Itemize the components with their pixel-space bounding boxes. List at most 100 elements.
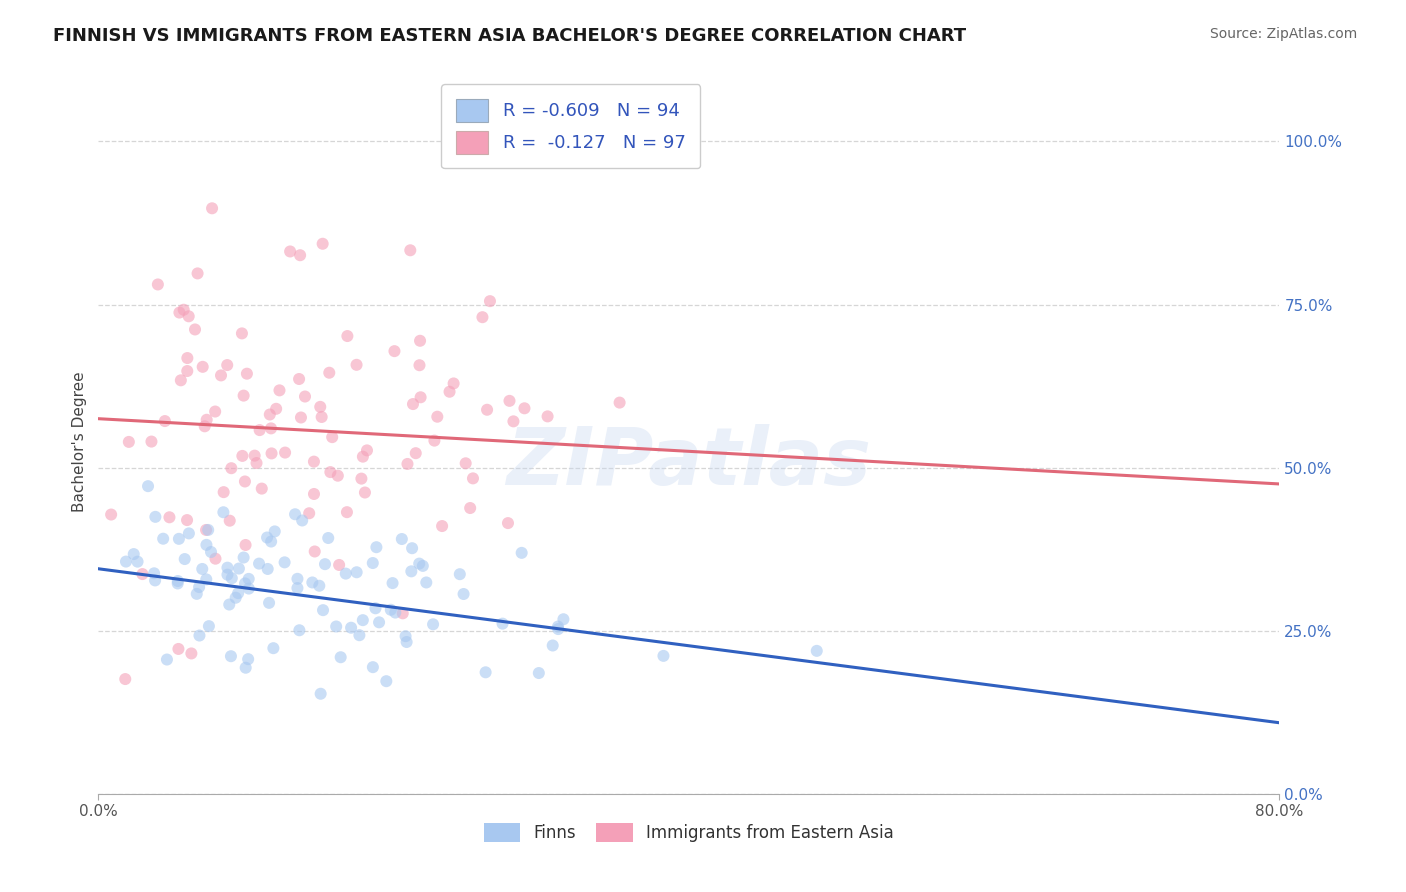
Point — [287, 572, 309, 586]
Point — [218, 514, 240, 528]
Point — [260, 534, 283, 549]
Point — [195, 573, 218, 587]
Point — [361, 660, 384, 674]
Point — [547, 622, 569, 636]
Point — [314, 557, 336, 571]
Point — [336, 505, 359, 519]
Point — [100, 508, 122, 522]
Point — [221, 461, 243, 475]
Point — [471, 310, 494, 325]
Point — [308, 579, 330, 593]
Point — [201, 202, 224, 216]
Point — [152, 532, 174, 546]
Point — [806, 644, 828, 658]
Text: FINNISH VS IMMIGRANTS FROM EASTERN ASIA BACHELOR'S DEGREE CORRELATION CHART: FINNISH VS IMMIGRANTS FROM EASTERN ASIA … — [53, 27, 966, 45]
Point — [316, 531, 339, 545]
Point — [176, 351, 198, 365]
Point — [335, 566, 357, 581]
Point — [263, 524, 285, 539]
Point — [402, 397, 425, 411]
Point — [238, 572, 260, 586]
Point — [166, 576, 188, 591]
Point — [336, 329, 359, 343]
Point — [209, 368, 232, 383]
Point — [219, 649, 242, 664]
Point — [478, 294, 501, 309]
Point — [143, 574, 166, 588]
Point — [321, 430, 343, 444]
Point — [652, 648, 675, 663]
Point — [186, 587, 208, 601]
Point — [188, 628, 211, 642]
Point — [391, 607, 413, 621]
Point — [231, 326, 253, 341]
Point — [426, 409, 449, 424]
Point — [491, 616, 513, 631]
Point — [318, 366, 340, 380]
Point — [177, 310, 200, 324]
Point — [156, 652, 179, 666]
Point — [513, 401, 536, 416]
Point — [301, 575, 323, 590]
Point — [430, 519, 453, 533]
Point — [510, 546, 533, 560]
Point — [454, 456, 477, 470]
Point — [262, 641, 284, 656]
Point — [298, 506, 321, 520]
Point — [284, 508, 307, 522]
Point — [273, 555, 295, 569]
Point — [264, 401, 287, 416]
Point — [187, 267, 209, 281]
Point — [217, 358, 239, 372]
Point — [167, 532, 190, 546]
Point — [204, 404, 226, 418]
Point — [243, 449, 266, 463]
Point — [288, 248, 311, 262]
Point — [291, 513, 314, 527]
Point — [236, 367, 259, 381]
Point — [290, 410, 312, 425]
Y-axis label: Bachelor's Degree: Bachelor's Degree — [72, 371, 87, 512]
Text: ZIPatlas: ZIPatlas — [506, 424, 872, 501]
Point — [232, 389, 254, 403]
Point — [475, 402, 498, 417]
Point — [384, 606, 406, 620]
Point — [200, 545, 222, 559]
Point — [136, 479, 159, 493]
Point — [443, 376, 465, 391]
Point — [302, 455, 325, 469]
Point — [294, 390, 316, 404]
Point — [141, 434, 163, 449]
Point — [439, 384, 461, 399]
Point — [356, 443, 378, 458]
Point — [274, 445, 297, 459]
Point — [167, 642, 190, 657]
Point — [474, 665, 496, 680]
Point — [391, 532, 413, 546]
Point — [169, 305, 191, 319]
Point — [176, 364, 198, 378]
Point — [381, 576, 404, 591]
Point — [496, 516, 519, 530]
Point — [127, 555, 149, 569]
Point — [422, 617, 444, 632]
Point — [375, 674, 398, 689]
Point — [401, 541, 423, 556]
Point — [312, 603, 335, 617]
Point — [346, 566, 368, 580]
Point — [198, 619, 221, 633]
Point — [114, 672, 136, 686]
Point — [409, 390, 432, 404]
Point — [309, 687, 332, 701]
Point — [177, 526, 200, 541]
Point — [364, 601, 387, 615]
Point — [194, 419, 217, 434]
Point — [231, 449, 253, 463]
Point — [498, 393, 520, 408]
Point — [553, 612, 575, 626]
Point — [408, 557, 430, 571]
Point — [453, 587, 475, 601]
Point — [329, 650, 352, 665]
Point — [380, 603, 402, 617]
Point — [221, 571, 243, 585]
